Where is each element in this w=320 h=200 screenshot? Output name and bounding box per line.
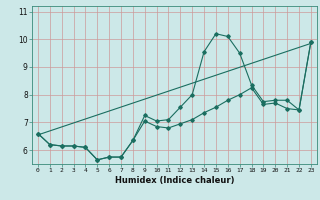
X-axis label: Humidex (Indice chaleur): Humidex (Indice chaleur)	[115, 176, 234, 185]
